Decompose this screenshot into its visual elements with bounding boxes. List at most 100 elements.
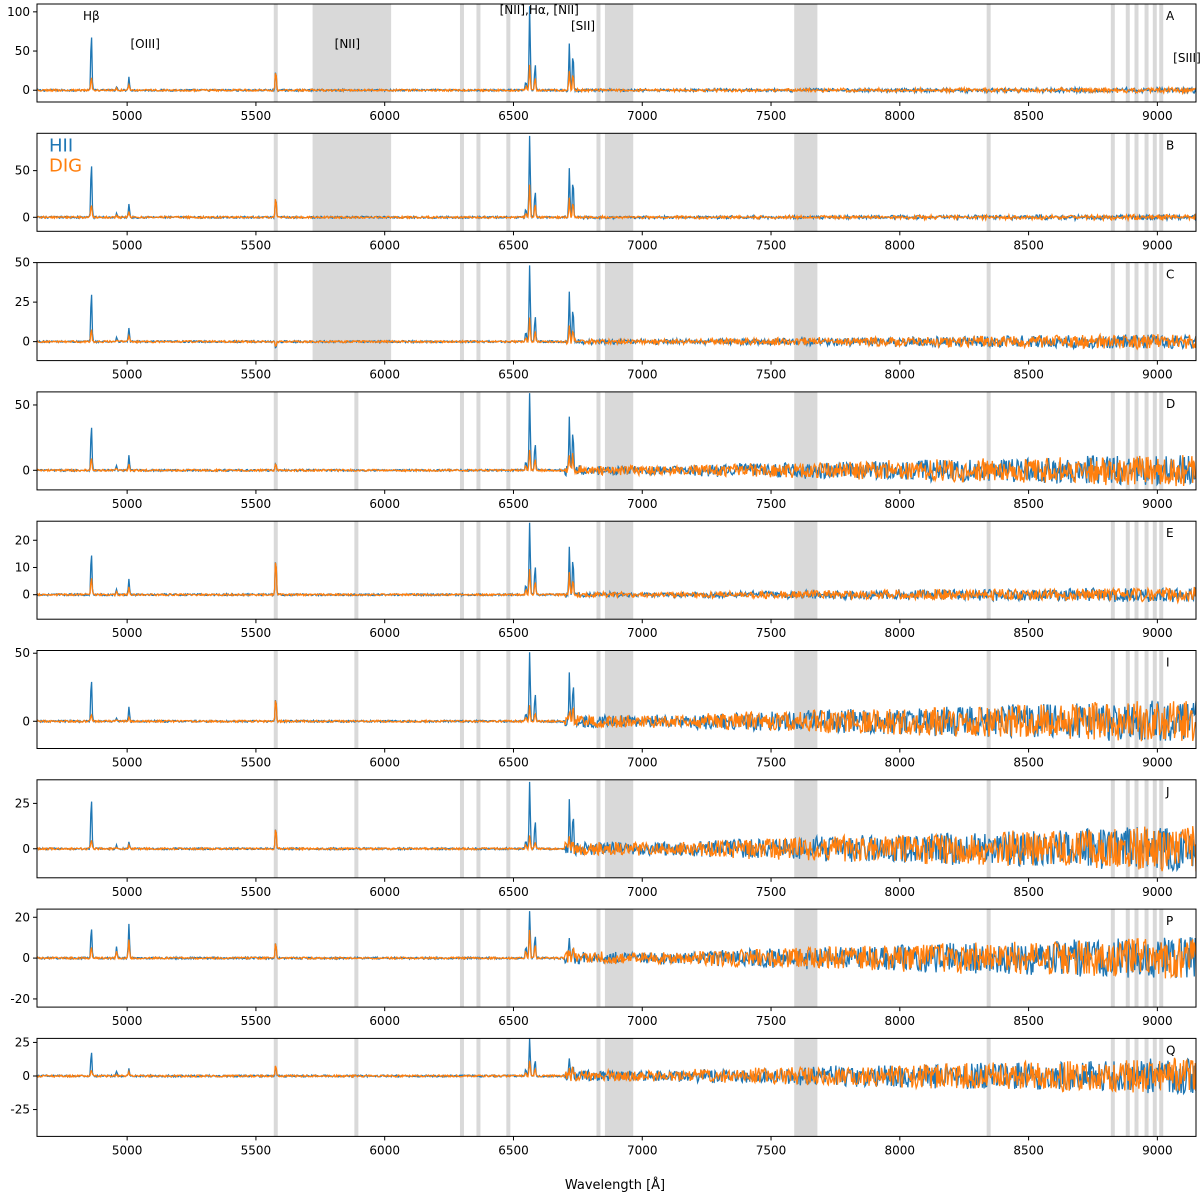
x-tick-label: 5000 (112, 626, 143, 640)
panel-label: D (1166, 397, 1175, 411)
panel-label: C (1166, 268, 1174, 282)
series-dig-panel-J (37, 826, 1196, 872)
masked-line (273, 391, 278, 490)
masked-line (273, 262, 278, 361)
masked-line (1134, 521, 1139, 620)
x-tick-label: 8000 (885, 238, 916, 252)
x-tick-label: 8000 (885, 1143, 916, 1157)
axes-frame (36, 650, 1197, 749)
masked-line (476, 779, 481, 878)
x-tick-label: 7000 (627, 756, 658, 770)
y-tick-label: 0 (22, 1069, 30, 1083)
axes-frame (36, 779, 1197, 879)
x-tick-label: 7500 (756, 626, 787, 640)
line-label: [OIII] (130, 37, 159, 51)
y-tick-label: -25 (10, 1103, 30, 1117)
x-tick-label: 8000 (885, 368, 916, 382)
panel-I: 0 50 5000 5500 6000 6500 7000 7500 8000 8500 9000 I (15, 646, 1197, 770)
masked-line (1159, 521, 1164, 620)
panel-label: P (1166, 914, 1173, 928)
masked-line (1144, 133, 1149, 232)
x-tick-label: 8500 (1013, 368, 1044, 382)
x-tick-label: 8500 (1013, 756, 1044, 770)
x-tick-label: 7500 (756, 497, 787, 511)
masked-line (273, 1038, 278, 1137)
masked-line (596, 133, 601, 232)
y-tick-label: 50 (15, 44, 30, 58)
masked-line (1159, 391, 1164, 490)
masked-band (794, 650, 818, 749)
masked-line (1152, 391, 1157, 490)
masked-band (604, 133, 634, 232)
masked-line (459, 4, 464, 102)
masked-band (312, 262, 392, 361)
x-axis-label: Wavelength [Å] (565, 1177, 665, 1193)
masked-line (273, 650, 278, 749)
panel-B: 0 50 5000 5500 6000 6500 7000 7500 8000 8500 9000 B… (15, 132, 1197, 252)
masked-line (1110, 4, 1115, 102)
panel-label: B (1166, 138, 1174, 152)
x-tick-label: 7000 (627, 109, 658, 123)
masked-band (794, 779, 818, 878)
masked-line (354, 650, 359, 749)
x-tick-label: 7000 (627, 1143, 658, 1157)
masked-line (476, 1038, 481, 1137)
x-tick-label: 5000 (112, 885, 143, 899)
line-label: [SIII] (1173, 51, 1200, 65)
x-tick-label: 9000 (1142, 368, 1173, 382)
masked-line (354, 4, 359, 102)
x-tick-label: 5000 (112, 109, 143, 123)
x-tick-label: 6500 (498, 626, 529, 640)
masked-band (604, 521, 634, 620)
line-label: [SII] (571, 19, 595, 33)
masked-line (1125, 391, 1130, 490)
x-tick-label: 6500 (498, 1143, 529, 1157)
masked-line (273, 909, 278, 1008)
masked-line (1159, 4, 1164, 102)
masked-line (1159, 262, 1164, 361)
masked-line (1134, 650, 1139, 749)
masked-line (1159, 779, 1164, 878)
line-label: [NII],Hα, [NII] (500, 3, 579, 17)
masked-line (986, 262, 991, 361)
masked-line (596, 391, 601, 490)
x-tick-label: 9000 (1142, 1014, 1173, 1028)
x-tick-label: 9000 (1142, 109, 1173, 123)
masked-line (506, 521, 511, 620)
masked-line (1125, 262, 1130, 361)
masked-line (273, 4, 278, 102)
x-tick-label: 5500 (241, 238, 272, 252)
masked-line (596, 4, 601, 102)
x-tick-label: 8500 (1013, 1143, 1044, 1157)
masked-line (459, 521, 464, 620)
masked-line (1125, 133, 1130, 232)
x-tick-label: 9000 (1142, 1143, 1173, 1157)
y-tick-label: 0 (22, 951, 30, 965)
series-dig-panel-C (37, 317, 1196, 351)
masked-line (1144, 391, 1149, 490)
x-tick-label: 8000 (885, 109, 916, 123)
panel-C: 0 25 50 5000 5500 6000 6500 7000 7500 8000 8500 900… (15, 256, 1197, 382)
y-tick-label: 100 (7, 5, 30, 19)
x-tick-label: 6000 (369, 109, 400, 123)
x-tick-label: 9000 (1142, 238, 1173, 252)
masked-line (476, 4, 481, 102)
masked-line (986, 4, 991, 102)
x-tick-label: 5000 (112, 368, 143, 382)
series-dig-panel-D (37, 449, 1196, 487)
x-tick-label: 6000 (369, 238, 400, 252)
masked-line (1152, 1038, 1157, 1137)
x-tick-label: 9000 (1142, 497, 1173, 511)
masked-line (986, 133, 991, 232)
x-tick-label: 7000 (627, 1014, 658, 1028)
x-tick-label: 8000 (885, 756, 916, 770)
x-tick-label: 8000 (885, 626, 916, 640)
line-label: Hβ (83, 9, 100, 23)
x-tick-label: 8500 (1013, 1014, 1044, 1028)
masked-band (312, 4, 392, 102)
masked-line (506, 262, 511, 361)
masked-band (794, 521, 818, 620)
x-tick-label: 5500 (241, 756, 272, 770)
masked-band (604, 262, 634, 361)
